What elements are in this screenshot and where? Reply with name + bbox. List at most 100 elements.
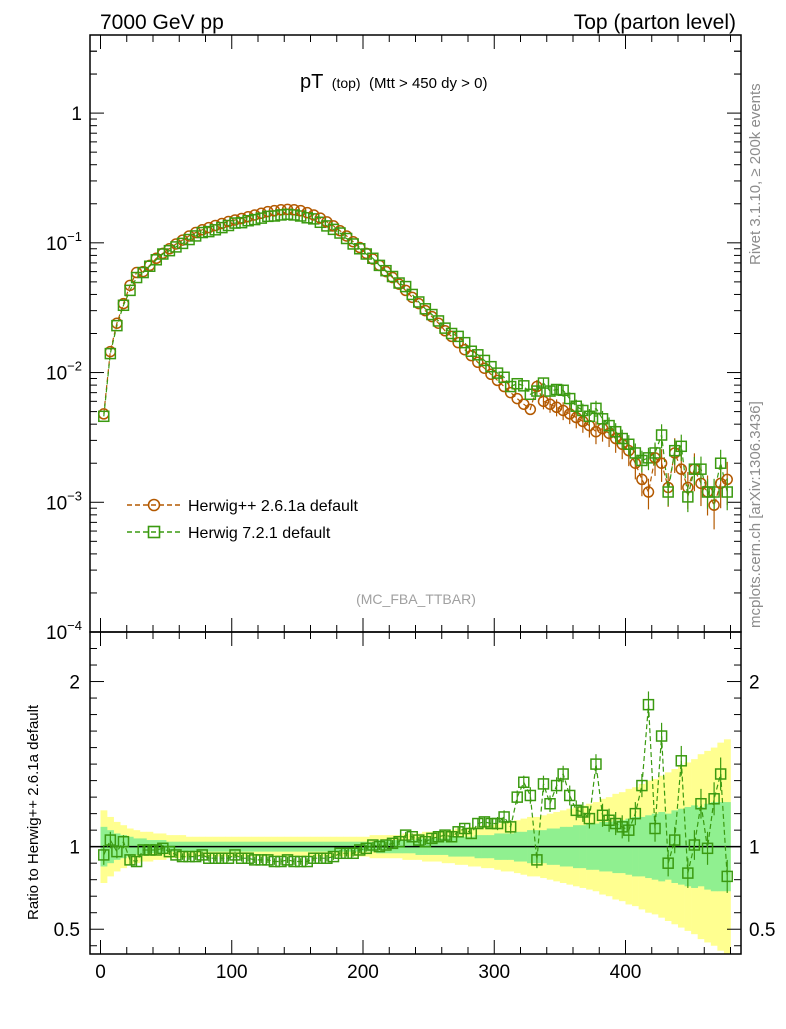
rivet-label: Rivet 3.1.10, ≥ 200k events: [747, 83, 764, 265]
ratio-point: [275, 855, 287, 868]
herwigpp-point: [636, 473, 648, 486]
ratio-point: [577, 806, 589, 818]
herwig7-point: [367, 252, 379, 265]
herwig7-point: [413, 296, 425, 308]
herwig7-point: [498, 371, 510, 383]
ratio-point: [386, 837, 399, 850]
ratio-point: [570, 804, 583, 817]
ratio-point: [183, 850, 195, 863]
herwigpp-point: [472, 356, 484, 369]
ratio-point: [675, 755, 688, 767]
ratio-point: [157, 842, 169, 855]
header-left: 7000 GeV pp: [100, 11, 224, 34]
ratio-point: [603, 814, 615, 826]
herwig7-point: [655, 429, 668, 441]
ratio-point: [340, 847, 353, 860]
main-curves: [98, 203, 733, 530]
herwig7-point: [268, 210, 281, 222]
herwig7-point: [504, 380, 517, 393]
herwig7-point: [531, 385, 543, 397]
ratio-point: [623, 824, 635, 836]
herwig7-point: [609, 425, 622, 438]
ratio-point: [662, 857, 674, 869]
herwig7-point: [708, 486, 720, 498]
herwig7-point: [209, 224, 222, 236]
ratio-point: [163, 845, 176, 858]
x-tick-label: 300: [478, 962, 510, 983]
herwig7-point: [675, 440, 688, 453]
herwigpp-point: [675, 463, 688, 475]
plot-title: pT (top) (Mtt > 450 dy > 0): [300, 71, 487, 93]
ratio-point: [314, 852, 327, 864]
ratio-point: [203, 852, 215, 864]
herwigpp-point: [550, 401, 563, 414]
ratio-point: [426, 832, 438, 845]
herwig7-point: [583, 410, 596, 423]
ratio-point: [248, 854, 261, 866]
herwig7-point: [485, 360, 497, 373]
title-main: pT: [300, 71, 323, 93]
ratio-point: [537, 778, 550, 790]
ratio-point: [268, 855, 281, 868]
legend: Herwig++ 2.6.1a default Herwig 7.2.1 def…: [127, 498, 358, 542]
herwig7-point: [649, 447, 661, 459]
ratio-point: [649, 822, 661, 835]
herwig7-point: [314, 216, 327, 229]
ratio-y-tick-label-right: 2: [749, 673, 760, 694]
herwigpp-point: [524, 403, 537, 416]
ratio-point: [708, 793, 720, 805]
x-tick-label: 0: [95, 962, 106, 983]
ratio-point: [353, 844, 366, 856]
ratio-point: [695, 797, 707, 810]
ratio-curves: [98, 691, 733, 893]
herwig7-point: [399, 280, 412, 293]
ratio-point: [334, 847, 346, 860]
ratio-point: [308, 852, 320, 864]
ratio-point: [130, 855, 143, 868]
ratio-point: [583, 812, 596, 825]
herwig7-point: [518, 380, 530, 392]
ratio-point: [524, 789, 537, 802]
ratio-point: [137, 844, 149, 856]
ratio-point: [688, 839, 701, 851]
ratio-point: [419, 835, 432, 848]
herwig7-point: [242, 214, 254, 227]
herwig7-point: [445, 327, 458, 340]
y-tick-label: 10−1: [46, 229, 82, 255]
title-cond: (Mtt > 450 dy > 0): [369, 75, 487, 92]
herwig7-point: [426, 308, 438, 321]
herwig7-point: [577, 404, 589, 417]
mcplots-label: mcplots.cern.ch [arXiv:1306.3436]: [747, 401, 764, 628]
herwigpp-point: [563, 408, 576, 420]
ratio-point: [242, 852, 254, 864]
herwigpp-point: [537, 395, 550, 408]
herwig7-point: [308, 213, 320, 225]
ratio-point: [216, 852, 228, 864]
herwig7-point: [235, 216, 248, 229]
ratio-point: [655, 730, 668, 742]
y-tick-label: 10−2: [46, 359, 82, 385]
herwig7-point: [701, 486, 714, 498]
herwigpp-point: [458, 343, 471, 356]
ratio-y-label: Ratio to Herwig++ 2.6.1a default: [25, 704, 42, 920]
herwig7-point: [695, 463, 707, 475]
legend-label-herwigpp: Herwig++ 2.6.1a default: [188, 498, 358, 515]
ratio-point: [629, 807, 642, 820]
herwigpp-point: [491, 374, 504, 387]
ratio-point: [104, 834, 117, 846]
herwig7-point: [275, 209, 287, 221]
legend-entry-herwig7: Herwig 7.2.1 default: [127, 525, 331, 542]
ratio-point: [367, 839, 379, 851]
herwig7-point: [603, 419, 615, 432]
herwig7-point: [216, 221, 228, 234]
ratio-point: [393, 835, 405, 848]
ratio-point: [544, 797, 556, 810]
herwig7-point: [590, 402, 602, 415]
herwig7-point: [688, 463, 701, 475]
analysis-watermark: (MC_FBA_TTBAR): [356, 591, 476, 607]
ratio-point: [550, 779, 563, 792]
herwig7-point: [491, 367, 504, 379]
herwig7-point: [189, 230, 202, 242]
ratio-point: [222, 852, 235, 864]
herwig7-point: [176, 237, 189, 250]
